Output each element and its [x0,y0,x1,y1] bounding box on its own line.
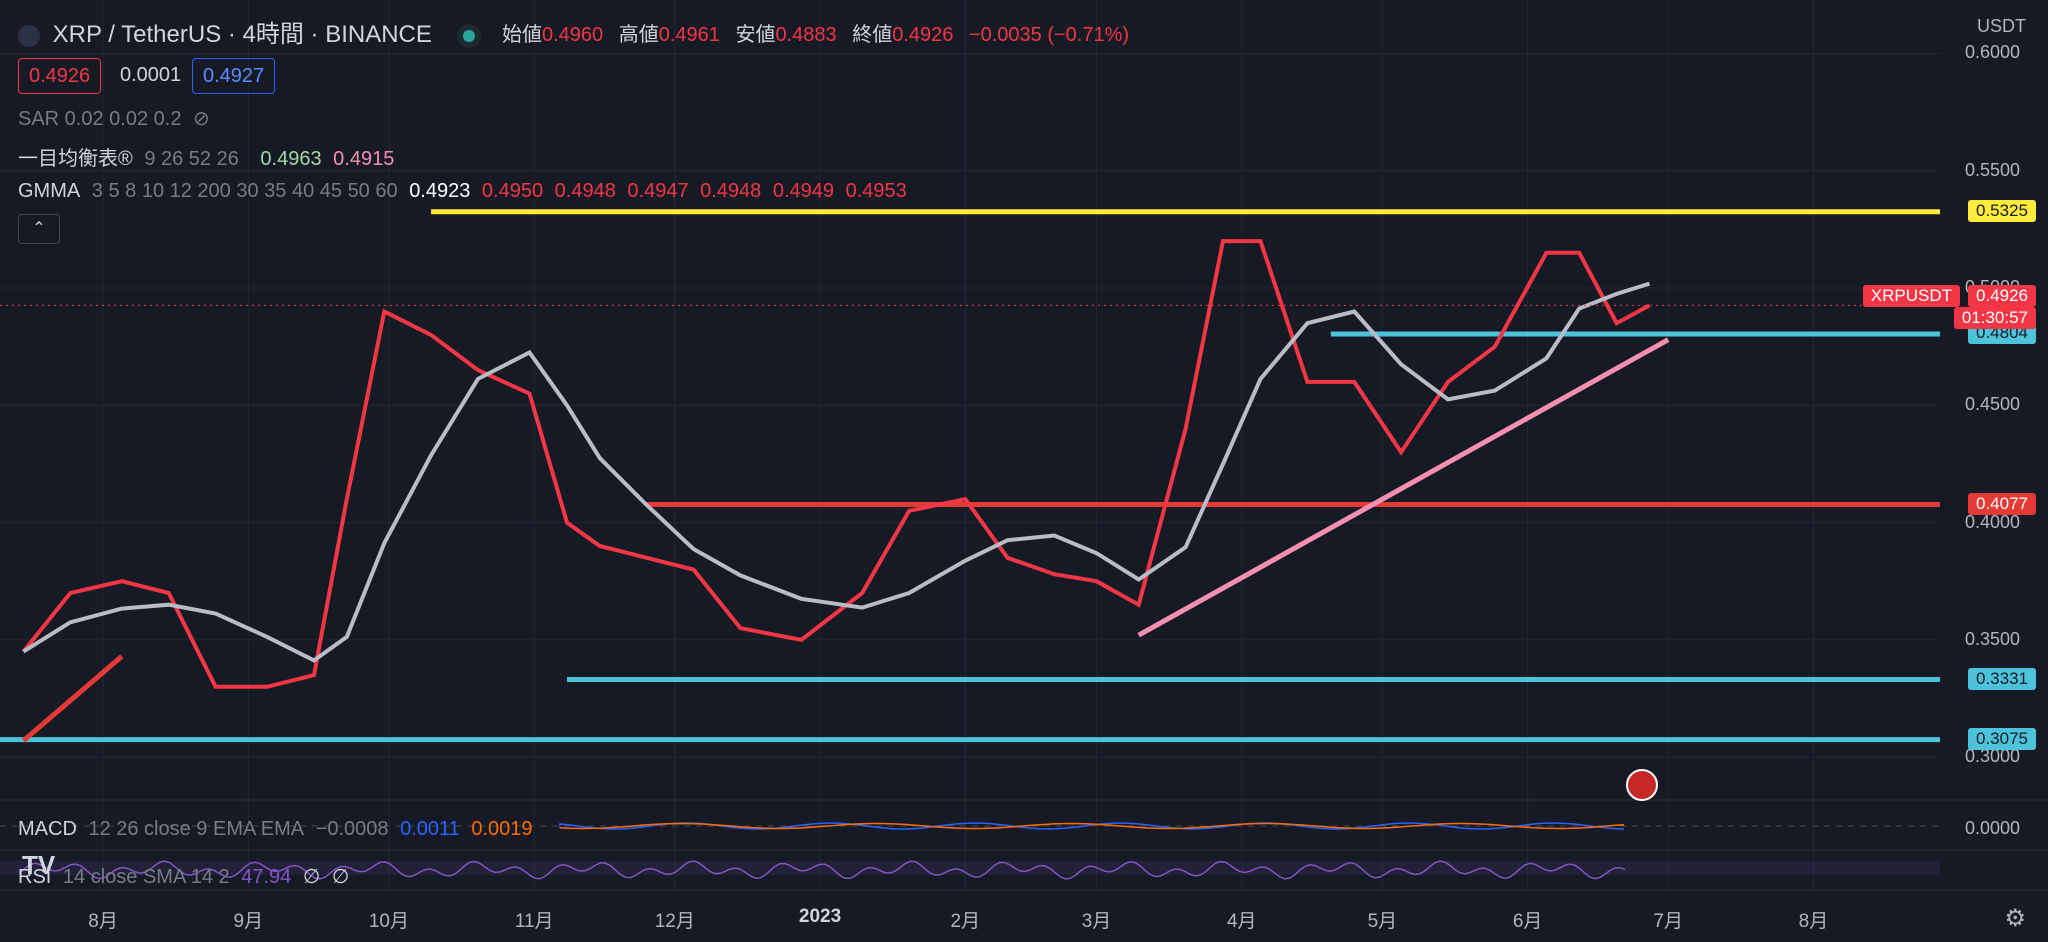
eye-off-icon[interactable]: ⊘ [193,108,210,130]
gmma-value: 0.4950 [481,180,544,202]
close-value: 0.4926 [892,24,954,46]
price-series-line [21,239,1651,689]
price-axis-tick: 0.4500 [1964,394,2020,415]
ichimoku-value-1: 0.4963 [260,148,322,170]
macd-line-value: 0.0011 [400,818,460,840]
trend-line [1137,337,1670,638]
macd-label: MACD [18,818,77,840]
gmma-value: 0.4947 [627,180,689,202]
price-axis-tick: 0.4000 [1964,511,2020,532]
low-label: 安値 [735,24,776,46]
time-axis-tick: 11月 [514,911,554,932]
time-axis-tick: 12月 [654,911,695,932]
moving-average-line [22,281,1651,663]
xrp-logo-icon [18,24,40,47]
low-value: 0.4883 [775,24,837,46]
price-level-label: 0.3331 [1968,667,2036,690]
settings-gear-icon[interactable]: ⚙ [2004,905,2026,932]
macd-signal-line [559,822,1625,830]
symbol-tag: XRPUSDT [1862,285,1960,307]
rsi-params: 14 close SMA 14 2 [62,866,230,888]
sell-price-box[interactable]: 0.4926 [18,58,102,94]
symbol-header[interactable]: XRP / TetherUS · 4時間 · BINANCE [18,14,475,49]
macd-line [559,822,1625,830]
rsi-legend[interactable]: RSI 14 close SMA 14 2 47.94 ∅ ∅ [18,864,355,889]
trend-lines [21,337,1670,743]
symbol-title: XRP / TetherUS · 4時間 · BINANCE [52,21,432,48]
price-level-label: 0.4077 [1968,492,2036,515]
rsi-label: RSI [18,866,52,888]
chart-grid [0,0,2048,891]
open-value: 0.4960 [542,24,604,46]
ichimoku-legend[interactable]: 一目均衡表® 9 26 52 26 0.4963 0.4915 [18,142,400,171]
time-axis-tick: 7月 [1653,911,1683,932]
price-level-label: 0.3075 [1968,727,2036,750]
rsi-line [19,860,1626,880]
price-axis-tick: 0.6000 [1964,42,2020,63]
gmma-value-0: 0.4923 [409,180,471,202]
price-axis-tick: 0.5500 [1964,159,2020,180]
change-value: −0.0035 (−0.71%) [968,24,1130,46]
market-status-icon [462,29,475,42]
time-axis-tick: 10月 [368,911,409,932]
rsi-pane [0,860,1940,880]
time-axis-tick: 2月 [950,911,981,932]
rsi-value: 47.94 [241,866,292,888]
high-label: 高値 [618,24,659,46]
ichimoku-value-2: 0.4915 [333,148,395,170]
price-axis-tick: 0.3000 [1964,746,2020,767]
high-value: 0.4961 [658,24,720,46]
buy-price-box[interactable]: 0.4927 [192,58,276,94]
gmma-legend[interactable]: GMMA 3 5 8 10 12 200 30 35 40 45 50 60 0… [18,180,913,203]
macd-signal-value: 0.0019 [471,818,533,840]
currency-selector[interactable]: USDT [1977,16,2026,36]
gmma-label: GMMA [18,180,81,202]
time-axis-tick: 6月 [1512,911,1543,932]
time-axis-tick: 3月 [1081,911,1112,932]
rsi-empty-value: ∅ [331,866,350,888]
rsi-empty-value: ∅ [302,866,321,888]
trend-line [21,654,124,743]
ichimoku-label: 一目均衡表® [18,148,133,170]
time-axis-tick: 8月 [1798,911,1829,932]
macd-hist-value: −0.0008 [315,818,389,840]
macd-zero-label: 0.0000 [1964,818,2020,838]
bar-countdown: 01:30:57 [1953,307,2036,329]
last-price-tag: 0.4926 [1968,285,2036,307]
gmma-value: 0.4948 [554,180,616,202]
spread-value: 0.0001 [120,64,182,86]
price-axis-tick: 0.3500 [1964,628,2020,649]
time-axis-tick: 4月 [1226,911,1257,932]
ichimoku-params: 9 26 52 26 [144,148,239,170]
gmma-params: 3 5 8 10 12 200 30 35 40 45 50 60 [91,180,398,202]
time-axis-tick: 8月 [88,911,118,932]
close-label: 終値 [852,24,893,46]
tradingview-logo-icon: TV [22,850,56,880]
time-axis-tick: 2023 [798,906,842,927]
ohlc-legend: 始値0.4960 高値0.4961 安値0.4883 終値0.4926 −0.0… [502,18,1139,47]
rsi-band [0,861,1940,875]
macd-pane [0,822,1940,830]
time-axis-tick: 9月 [233,911,264,932]
gmma-value: 0.4953 [845,180,907,202]
collapse-legend-button[interactable]: ⌃ [18,214,60,244]
flag-event-icon[interactable] [1626,769,1658,801]
gmma-value: 0.4949 [772,180,835,202]
sar-legend[interactable]: SAR 0.02 0.02 0.2 ⊘ [18,106,216,131]
sar-label: SAR 0.02 0.02 0.2 [18,108,182,130]
open-label: 始値 [502,24,542,46]
macd-legend[interactable]: MACD 12 26 close 9 EMA EMA −0.0008 0.001… [18,818,539,841]
price-level-label: 0.5325 [1968,199,2036,222]
gmma-value: 0.4948 [700,180,762,202]
time-axis-tick: 5月 [1367,911,1398,932]
macd-params: 12 26 close 9 EMA EMA [88,818,305,840]
horizontal-levels [0,209,1940,743]
